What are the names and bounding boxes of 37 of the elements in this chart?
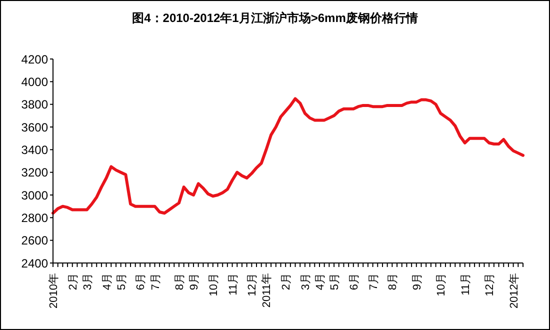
x-tick-label: 9月 xyxy=(411,273,424,290)
y-tick-label: 3600 xyxy=(21,120,48,134)
x-tick-label: 2月 xyxy=(67,273,80,290)
x-tick-label: 3月 xyxy=(300,273,312,290)
y-tick-label: 4200 xyxy=(21,52,48,66)
y-tick-label: 3000 xyxy=(21,188,48,202)
y-tick-label: 2400 xyxy=(21,256,48,270)
x-tick-label: 5月 xyxy=(329,273,342,290)
x-tick-label: 5月 xyxy=(116,273,128,290)
x-tick-label: 10月 xyxy=(208,273,220,296)
x-tick-label: 9月 xyxy=(188,273,201,290)
x-tick-label: 7月 xyxy=(368,273,380,290)
x-tick-label: 4月 xyxy=(314,273,326,290)
x-tick-label: 4月 xyxy=(101,273,114,290)
y-tick-label: 4000 xyxy=(21,74,48,89)
x-tick-label: 2011年 xyxy=(261,273,274,308)
y-tick-label: 3400 xyxy=(21,142,48,157)
line-series xyxy=(52,97,524,215)
x-tick-label: 6月 xyxy=(348,273,360,290)
x-tick-label: 11月 xyxy=(460,273,472,296)
y-tick-label: 2600 xyxy=(21,234,48,248)
x-tick-label: 8月 xyxy=(387,273,400,290)
x-tick-label: 7月 xyxy=(150,273,162,290)
y-tick-label: 3800 xyxy=(21,98,48,112)
x-tick-label: 2月 xyxy=(280,273,293,290)
x-tick-label: 8月 xyxy=(174,273,186,290)
x-tick-label: 3月 xyxy=(82,273,94,290)
x-tick-label: 2012年 xyxy=(508,273,520,308)
x-tick-label: 10月 xyxy=(436,273,448,296)
x-tick-label: 12月 xyxy=(484,273,496,296)
x-tick-label: 2010年 xyxy=(48,273,60,308)
chart-title: 图4：2010-2012年1月江浙沪市场>6mm废钢价格行情 xyxy=(131,10,419,27)
y-tick-label: 3200 xyxy=(21,166,48,180)
x-tick-label: 12月 xyxy=(246,273,259,296)
x-tick-label: 11月 xyxy=(227,273,240,296)
x-tick-label: 6月 xyxy=(135,273,148,290)
y-tick-label: 2800 xyxy=(21,210,48,225)
